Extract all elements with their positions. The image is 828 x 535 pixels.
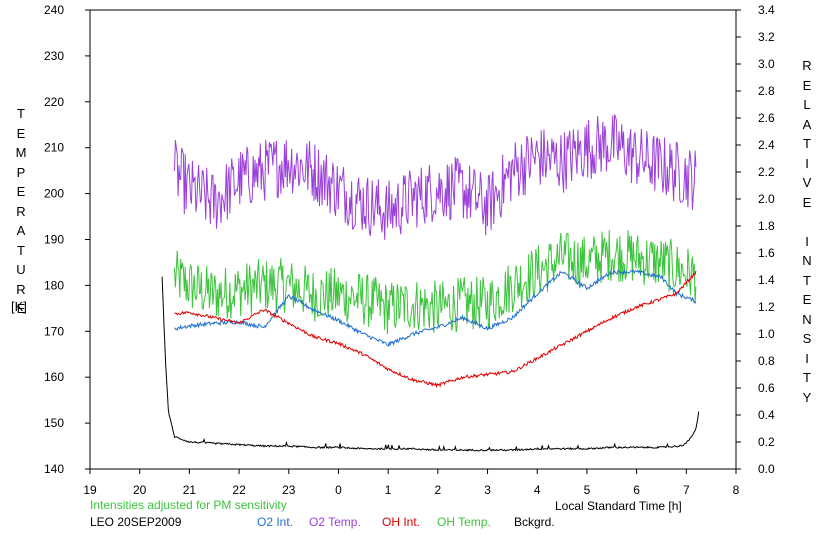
axis-label-letter: T xyxy=(803,272,811,288)
axis-label-letter: R xyxy=(16,281,26,297)
axis-label-letter: N xyxy=(802,311,812,327)
legend-entry: O2 Int. xyxy=(257,515,294,529)
legend-entry: OH Temp. xyxy=(437,515,491,529)
y-left-tick-label: 230 xyxy=(44,49,64,63)
series-line-oh-int xyxy=(174,270,697,389)
y-right-tick-label: 0.0 xyxy=(758,462,775,476)
axis-label-letter: R xyxy=(16,203,26,219)
y-right-tick-label: 1.0 xyxy=(758,327,775,341)
x-axis-label: Local Standard Time [h] xyxy=(555,499,682,513)
x-tick-label: 7 xyxy=(683,483,690,497)
axis-label-letter: E xyxy=(802,292,812,307)
series-line-o2-temp xyxy=(174,114,697,240)
y-left-tick-label: 150 xyxy=(44,416,64,430)
x-tick-label: 2 xyxy=(435,483,442,497)
axis-label-letter: I xyxy=(805,155,809,171)
y-right-tick-label: 1.4 xyxy=(758,273,775,287)
axis-label-letter: E xyxy=(16,301,26,316)
y-left-tick-label: 220 xyxy=(44,95,64,109)
axis-label-letter: A xyxy=(802,116,812,132)
series-line-bckgrd xyxy=(161,276,700,452)
axis-label-letter xyxy=(799,212,815,232)
axis-label-letter: E xyxy=(802,194,812,210)
station-label: LEO 20SEP2009 xyxy=(90,515,182,529)
series-line-o2-int xyxy=(174,268,697,347)
x-tick-label: 6 xyxy=(633,483,640,497)
x-tick-label: 5 xyxy=(584,483,591,497)
y-left-tick-label: 160 xyxy=(44,370,64,384)
axis-label-letter: S xyxy=(802,331,812,346)
y-right-tick-label: 0.8 xyxy=(758,354,775,368)
y-right-tick-label: 3.0 xyxy=(758,57,775,71)
legend-entry: Bckgrd. xyxy=(514,515,555,529)
x-tick-label: 8 xyxy=(733,483,740,497)
axis-label-letter: A xyxy=(16,223,26,238)
axis-label-letter: L xyxy=(803,97,811,112)
axis-label-letter: I xyxy=(805,350,809,366)
axis-label-letter: I xyxy=(805,233,809,249)
axis-label-letter: E xyxy=(802,77,812,93)
axis-label-letter: U xyxy=(16,262,26,277)
axis-label-letter: Y xyxy=(802,389,812,405)
y-left-tick-label: 190 xyxy=(44,233,64,247)
y-right-tick-label: 2.6 xyxy=(758,111,775,125)
y-left-tick-label: 240 xyxy=(44,3,64,17)
axis-label-letter: T xyxy=(803,370,811,385)
y-left-tick-label: 140 xyxy=(44,462,64,476)
axis-label-letter: E xyxy=(16,184,26,199)
legend-entry: OH Int. xyxy=(382,515,421,529)
y-right-tick-label: 3.4 xyxy=(758,3,775,17)
y-left-tick-label: 180 xyxy=(44,278,64,292)
y-left-unit: [K] xyxy=(11,299,27,314)
y-left-tick-label: 170 xyxy=(44,324,64,338)
axis-label-letter: V xyxy=(802,175,812,190)
y-right-tick-label: 1.2 xyxy=(758,300,775,314)
y-left-tick-label: 200 xyxy=(44,187,64,201)
plot-frame xyxy=(89,9,737,470)
x-tick-label: 0 xyxy=(335,483,342,497)
x-tick-label: 3 xyxy=(484,483,491,497)
y-right-tick-label: 0.6 xyxy=(758,381,775,395)
x-tick-label: 22 xyxy=(232,483,246,497)
y-right-tick-label: 3.2 xyxy=(758,30,775,44)
axis-label-letter: T xyxy=(17,106,25,121)
y-right-tick-label: 2.4 xyxy=(758,138,775,152)
axis-label-letter: M xyxy=(15,145,27,160)
y-right-tick-label: 0.4 xyxy=(758,408,775,422)
y-left-tick-label: 210 xyxy=(44,141,64,155)
y-right-tick-label: 0.2 xyxy=(758,435,775,449)
x-tick-label: 19 xyxy=(83,483,97,497)
chart-note: Intensities adjusted for PM sensitivity xyxy=(90,498,287,512)
y-right-tick-label: 2.0 xyxy=(758,192,775,206)
axis-label-letter: E xyxy=(16,125,26,141)
legend-entry: O2 Temp. xyxy=(309,515,361,529)
axis-label-letter: T xyxy=(17,242,25,258)
y-right-tick-label: 2.8 xyxy=(758,84,775,98)
y-right-tick-label: 1.6 xyxy=(758,246,775,260)
y-right-tick-label: 2.2 xyxy=(758,165,775,179)
axis-label-letter: R xyxy=(802,58,812,73)
x-tick-label: 4 xyxy=(534,483,541,497)
axis-label-letter: T xyxy=(803,136,811,151)
axis-label-letter: N xyxy=(802,253,812,268)
x-tick-label: 21 xyxy=(183,483,197,497)
series-line-oh-temp xyxy=(174,229,697,335)
x-tick-label: 20 xyxy=(133,483,147,497)
x-tick-label: 1 xyxy=(385,483,392,497)
x-tick-label: 23 xyxy=(282,483,296,497)
y-right-tick-label: 1.8 xyxy=(758,219,775,233)
axis-label-letter: P xyxy=(16,164,26,180)
